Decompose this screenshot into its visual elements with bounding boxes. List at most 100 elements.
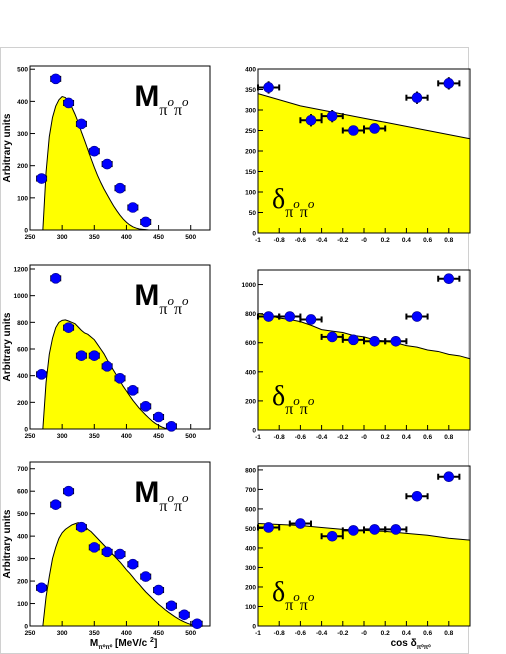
x-axis-label-bracket: ] [154,638,157,649]
x-tick-label: -0.8 [274,630,286,637]
x-tick-label: -0.8 [274,434,286,441]
y-tick-label: 200 [17,579,28,586]
x-tick-label: -1 [255,630,261,637]
x-tick-label: -0.6 [295,237,307,244]
data-point [369,335,380,347]
panel-bottom-left: 250 300 350 400 450 500 0 100 200 300 400 500 600 700… [2,461,211,651]
x-tick-label: 0.8 [444,434,453,441]
x-tick-label: 250 [25,234,36,241]
x-tick-label: 0.8 [444,630,453,637]
annotation-sub: π [285,204,293,221]
panel-middle-right: -1 -0.8 -0.6 -0.4 -0.2 -0 0.2 0.4 0.6 0.8 0 200 400 6… [242,269,471,441]
panel-annotation: Mπoπo [134,476,189,515]
y-tick-label: 500 [17,67,28,74]
y-tick-label: 800 [245,467,256,474]
data-point [263,311,274,322]
data-point [348,334,359,346]
x-tick-label: -0.4 [316,630,328,637]
x-axis-label: cos δπ⁰π⁰ [391,638,432,651]
y-tick-label: 300 [17,556,28,563]
annotation-sup: o [167,94,174,109]
data-point [390,335,402,347]
y-tick-label: 0 [252,428,256,435]
data-point [76,350,87,361]
data-point [326,331,338,343]
x-tick-label: 400 [121,234,132,241]
annotation-sub: π [285,597,293,614]
data-point [114,182,126,194]
histogram-fill [258,313,470,430]
x-tick-label: 0.6 [423,434,432,441]
x-axis-label-main: cos δ [391,638,417,649]
annotation-sup: o [293,196,300,211]
x-tick-label: 400 [121,433,132,440]
histogram-fill [258,523,470,626]
data-point [50,73,62,85]
data-point [88,542,100,553]
annotation-sup: o [167,293,174,308]
y-tick-label: 1000 [14,293,29,300]
y-tick-label: 500 [245,526,256,533]
data-point [140,571,152,582]
histogram-line [42,95,156,231]
x-tick-label: -1 [255,434,261,441]
y-tick-label: 200 [245,584,256,591]
y-axis-label: Arbitrary units [2,113,13,182]
data-point [263,522,274,533]
data-point [114,548,126,560]
panel-top-right: -1 -0.8 -0.6 -0.4 -0.2 -0 0.2 0.4 0.6 0.8 0 50 100 15… [245,67,471,244]
y-tick-label: 50 [249,210,257,217]
data-point [284,311,296,322]
data-point [166,421,177,432]
annotation-sub: π [300,204,308,221]
histogram-line [42,522,198,627]
data-point [36,582,47,594]
annotation-sub: π [174,301,182,318]
y-tick-label: 100 [245,190,256,197]
x-tick-label: 0.6 [423,237,432,244]
annotation-sub: π [159,301,167,318]
x-tick-label: 450 [153,433,164,440]
y-tick-label: 0 [24,228,28,235]
data-point [305,314,317,325]
annotation-sup: o [182,293,189,308]
y-tick-label: 400 [17,534,28,541]
x-tick-label: 0.6 [423,630,432,637]
y-tick-label: 100 [17,195,28,202]
data-point [191,618,203,630]
data-point [127,385,139,396]
data-point [114,373,126,384]
annotation-sup: o [293,589,300,604]
x-tick-label: 0.2 [381,630,390,637]
x-axis-label: Mπ⁰π⁰ [MeV/c 2] [90,637,157,651]
data-point [369,123,380,134]
data-point [153,411,164,423]
annotation-main: δ [272,577,285,608]
y-tick-label: 200 [17,163,28,170]
y-tick-label: 0 [24,624,28,631]
data-point [36,369,47,380]
y-tick-label: 400 [245,67,256,74]
x-tick-label: -0.2 [337,434,349,441]
y-tick-label: 400 [245,369,256,376]
annotation-main: δ [272,184,285,215]
x-tick-label: 300 [57,234,68,241]
y-tick-label: 1000 [242,282,257,289]
data-point [369,524,380,535]
data-point [50,499,62,510]
y-tick-label: 300 [245,108,256,115]
annotation-sup: o [308,393,315,408]
annotation-sup: o [167,490,174,505]
y-axis-label: Arbitrary units [2,509,13,578]
y-tick-label: 0 [24,427,28,434]
data-point [305,114,317,126]
y-tick-label: 0 [252,624,256,631]
data-point [63,322,74,333]
y-tick-label: 400 [17,99,28,106]
annotation-sub: π [300,401,308,418]
data-point [140,401,152,412]
annotation-sup: o [293,393,300,408]
x-tick-label: -0.2 [337,630,349,637]
y-tick-label: 600 [17,347,28,354]
